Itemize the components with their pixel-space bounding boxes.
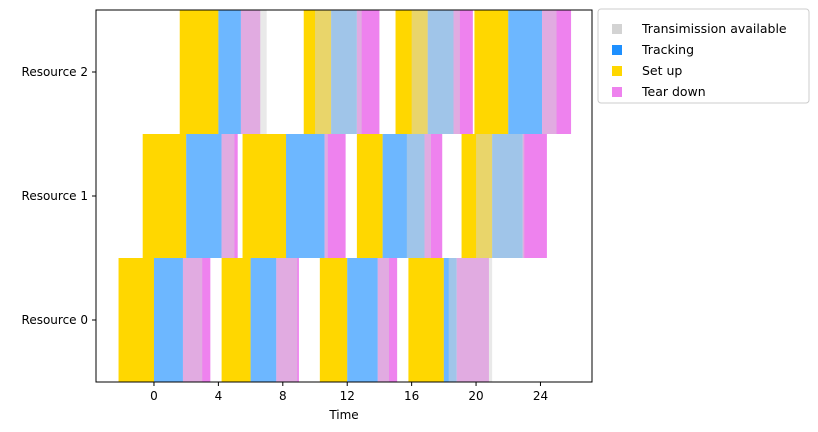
legend-swatch xyxy=(612,24,622,34)
teardown-bar xyxy=(522,134,547,258)
tracking-bar xyxy=(508,10,543,134)
setup-bar xyxy=(242,134,287,258)
y-tick-label: Resource 0 xyxy=(22,313,88,327)
x-axis-label: Time xyxy=(328,408,358,422)
tracking-bar xyxy=(218,10,241,134)
legend-label: Tracking xyxy=(641,42,694,57)
tracking-bar xyxy=(153,258,183,382)
transmission-bar xyxy=(542,10,557,134)
setup-bar xyxy=(221,258,251,382)
y-axis: Resource 0 Resource 1 Resource 2 xyxy=(22,65,96,327)
transmission-bar xyxy=(182,258,203,382)
transmission-bar xyxy=(406,134,431,258)
setup-bar xyxy=(319,258,348,382)
setup-bar xyxy=(179,10,219,134)
setup-bar xyxy=(474,10,509,134)
setup-bar xyxy=(408,258,444,382)
transmission-bar xyxy=(240,10,267,134)
transmission-bar xyxy=(324,134,328,258)
x-axis: 0 4 8 12 16 20 24 xyxy=(150,382,548,403)
x-tick-label: 8 xyxy=(279,389,287,403)
tracking-bar xyxy=(286,134,325,258)
setup-bar xyxy=(142,134,187,258)
x-tick-label: 12 xyxy=(340,389,355,403)
setup-bar xyxy=(118,258,154,382)
tracking-bar xyxy=(250,258,277,382)
teardown-bar xyxy=(324,134,346,258)
teardown-bar xyxy=(356,10,380,134)
transmission-bar xyxy=(377,258,390,382)
setup-bar xyxy=(356,134,383,258)
legend-frame xyxy=(597,8,810,104)
transmission-bar xyxy=(476,134,525,258)
x-tick-label: 20 xyxy=(468,389,483,403)
bars-layer xyxy=(118,10,572,382)
transmission-bar xyxy=(315,10,362,134)
legend-swatch xyxy=(612,66,622,76)
legend-swatch xyxy=(612,45,622,55)
x-tick-label: 4 xyxy=(215,389,223,403)
legend-label: Tear down xyxy=(641,84,706,99)
x-tick-label: 0 xyxy=(150,389,158,403)
transmission-bar xyxy=(448,258,493,382)
transmission-bar xyxy=(276,258,298,382)
transmission-bar xyxy=(411,10,460,134)
x-tick-label: 24 xyxy=(533,389,548,403)
legend-label: Set up xyxy=(642,63,682,78)
tracking-bar xyxy=(186,134,222,258)
y-tick-label: Resource 1 xyxy=(22,189,88,203)
transmission-bar xyxy=(221,134,235,258)
tracking-bar xyxy=(347,258,378,382)
y-tick-label: Resource 2 xyxy=(22,65,88,79)
legend-label: Transimission available xyxy=(641,21,787,36)
x-tick-label: 16 xyxy=(404,389,419,403)
legend-swatch xyxy=(612,87,622,97)
legend: Transimission available Tracking Set up Tea… xyxy=(597,8,810,104)
